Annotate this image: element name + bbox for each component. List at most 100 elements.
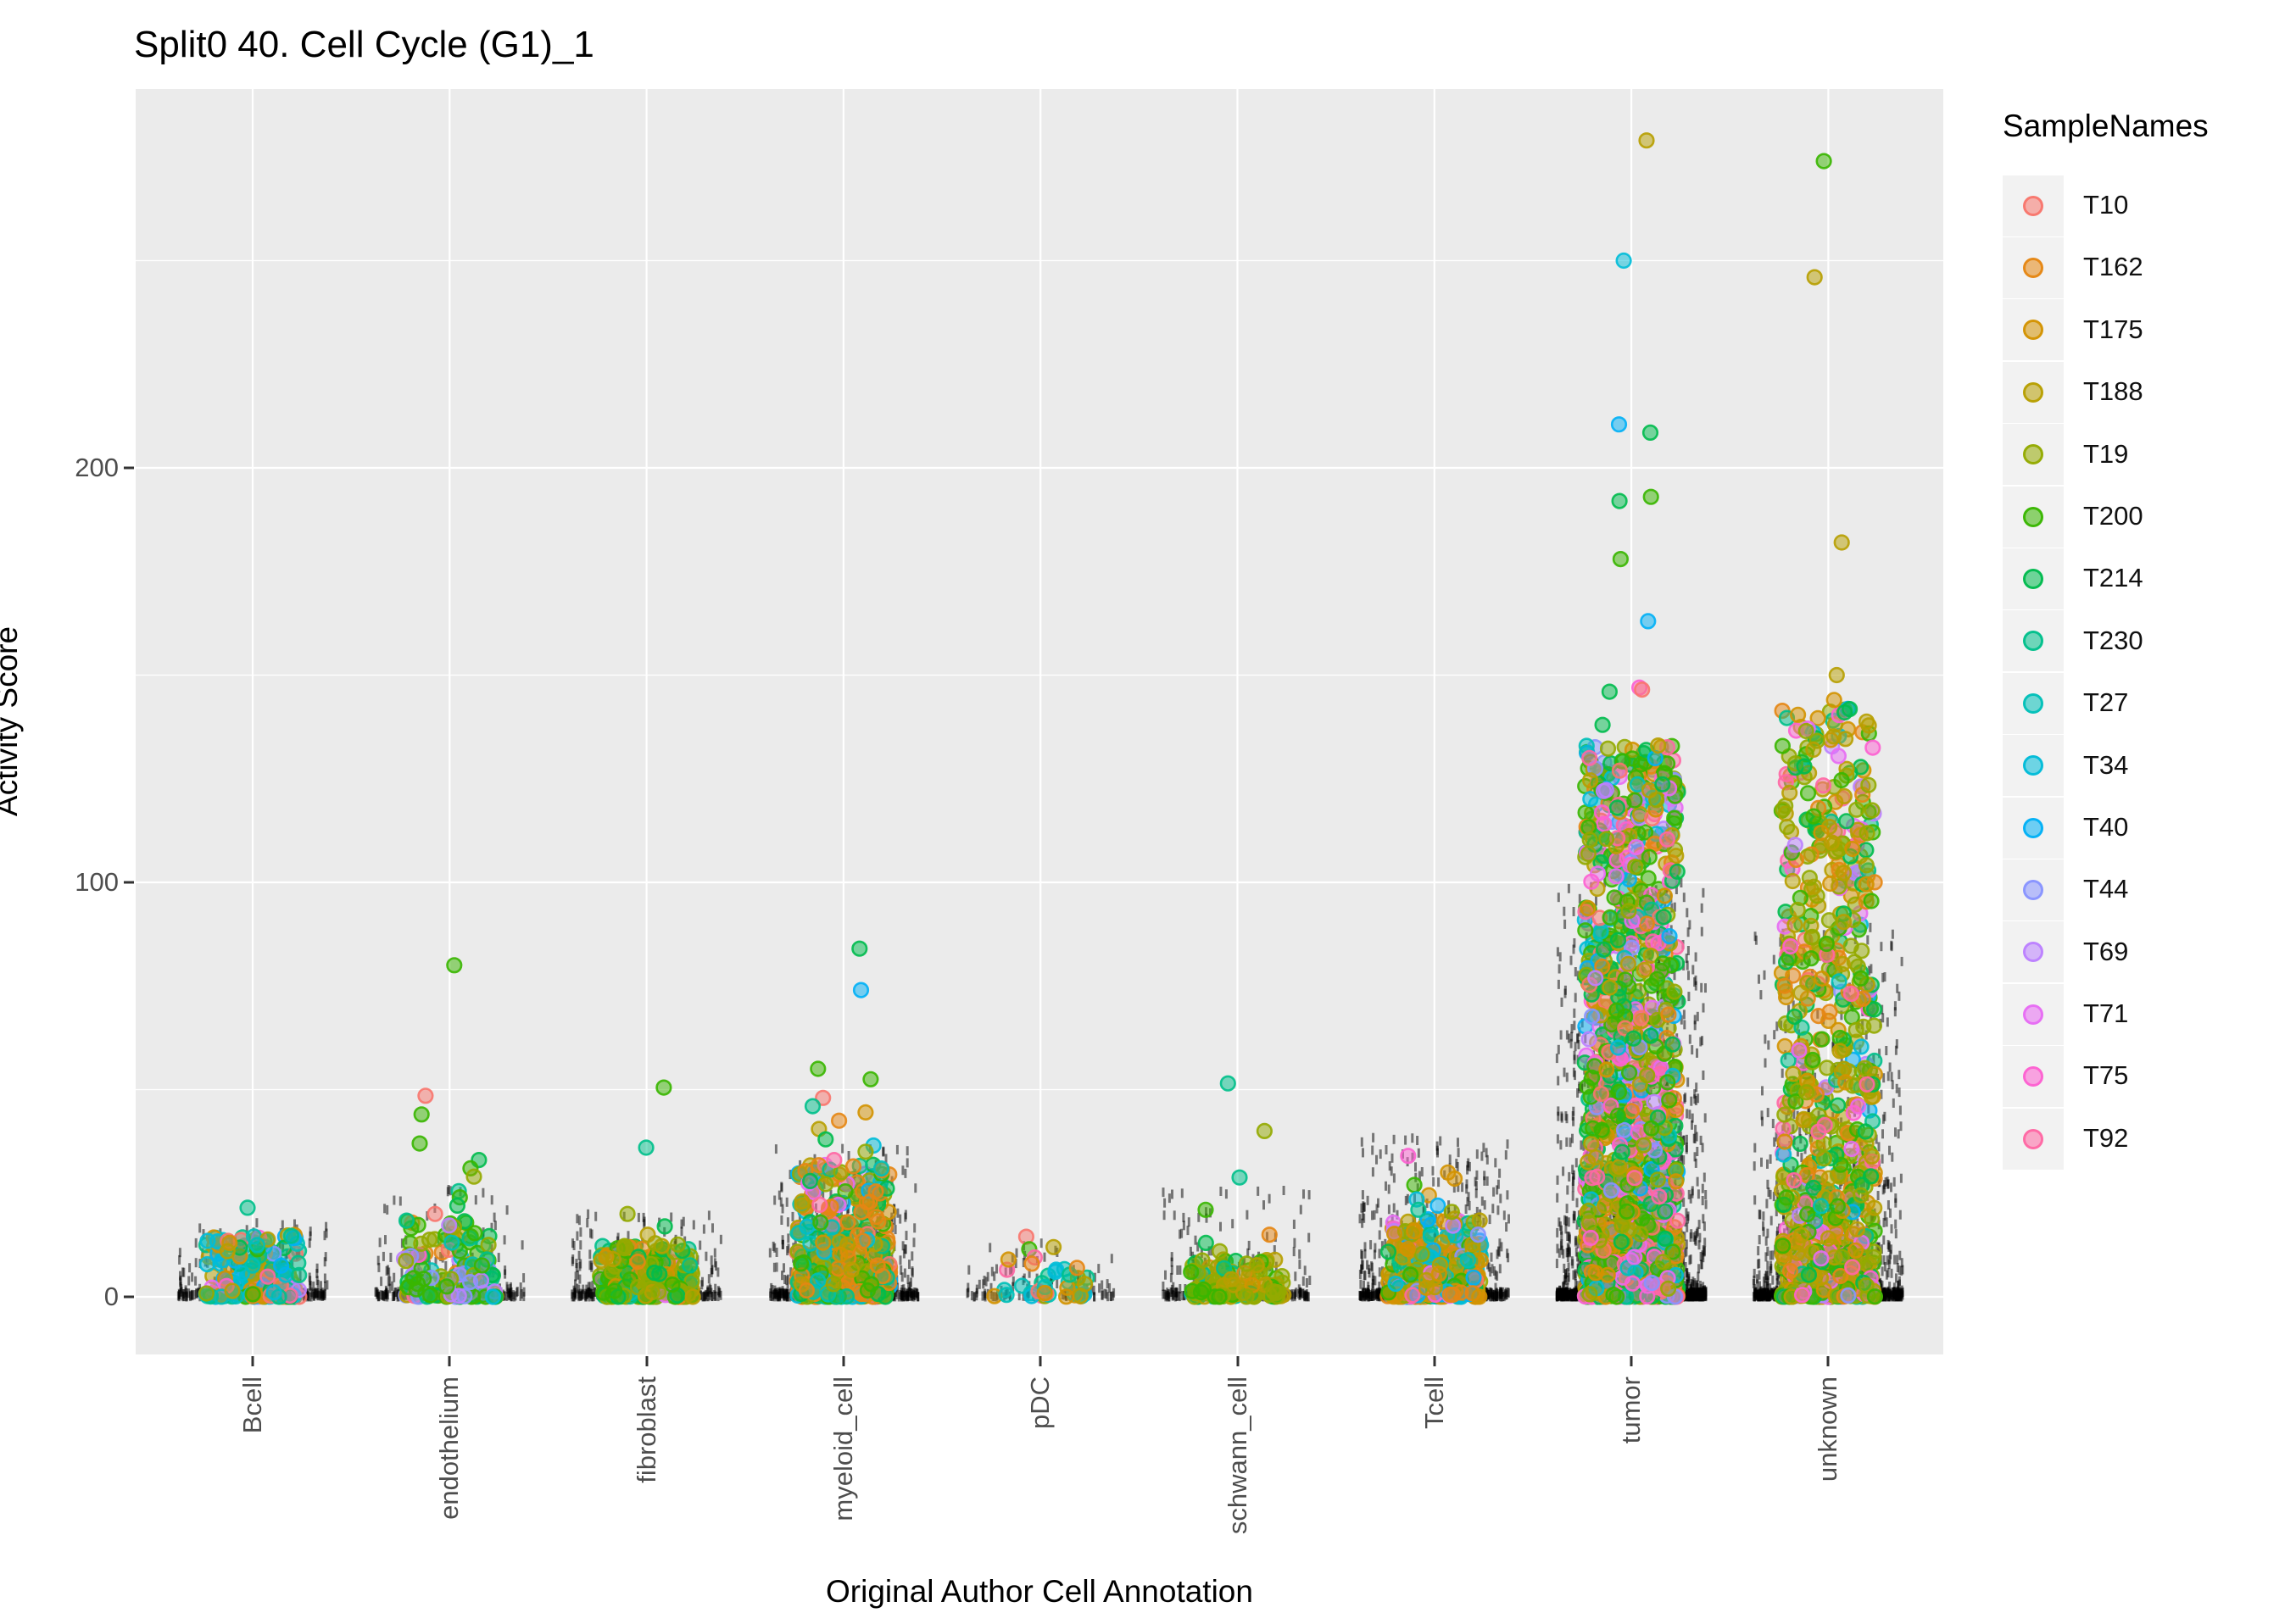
legend-sample-label: T40 xyxy=(2083,811,2129,842)
legend-sample-label: T69 xyxy=(2083,936,2129,966)
x-tick-mark xyxy=(1236,1356,1239,1366)
x-tick-mark xyxy=(645,1356,649,1366)
x-tick-label-endothelium: endothelium xyxy=(434,1377,465,1520)
legend-sample-dot-icon xyxy=(2023,942,2043,963)
legend-key-box xyxy=(2003,672,2064,734)
legend-item: T40 xyxy=(2003,797,2257,859)
legend-sample-label: T92 xyxy=(2083,1122,2129,1153)
plot-panel xyxy=(136,89,1943,1354)
legend-sample-label: T230 xyxy=(2083,625,2143,655)
x-tick-mark xyxy=(842,1356,845,1366)
jitter-points-Tcell xyxy=(1379,1148,1490,1305)
x-tick-mark xyxy=(1630,1356,1633,1366)
legend-item: T214 xyxy=(2003,548,2257,610)
legend-key-box xyxy=(2003,548,2064,610)
x-tick-label-fibroblast: fibroblast xyxy=(631,1377,661,1483)
legend-key-box xyxy=(2003,610,2064,672)
x-tick-label-Bcell: Bcell xyxy=(237,1377,267,1434)
y-tick-mark xyxy=(124,1295,134,1299)
legend-sample-label: T19 xyxy=(2083,438,2129,469)
legend-key-box xyxy=(2003,1108,2064,1170)
legend-item: T200 xyxy=(2003,486,2257,548)
legend-key-box xyxy=(2003,237,2064,299)
legend-sample-dot-icon xyxy=(2023,879,2043,900)
jitter-points-Bcell xyxy=(198,1199,308,1305)
x-tick-mark xyxy=(1039,1356,1042,1366)
legend-item: T230 xyxy=(2003,610,2257,672)
legend-item: T162 xyxy=(2003,236,2257,299)
legend-sample-dot-icon xyxy=(2023,1066,2043,1087)
legend-key-box xyxy=(2003,983,2064,1045)
y-axis-title: Activity Score xyxy=(0,626,24,817)
y-tick-mark xyxy=(124,466,134,470)
legend-key-box xyxy=(2003,299,2064,361)
legend-key-box xyxy=(2003,361,2064,423)
legend-sample-label: T27 xyxy=(2083,687,2129,718)
legend-key-box xyxy=(2003,175,2064,236)
legend-item: T19 xyxy=(2003,424,2257,486)
legend-sample-label: T214 xyxy=(2083,563,2143,593)
legend-sample-dot-icon xyxy=(2023,692,2043,714)
x-tick-label-Tcell: Tcell xyxy=(1418,1377,1449,1430)
legend-sample-label: T188 xyxy=(2083,376,2143,407)
legend-key-box xyxy=(2003,921,2064,983)
legend-key-box xyxy=(2003,486,2064,548)
legend-sample-dot-icon xyxy=(2023,195,2043,216)
x-tick-mark xyxy=(1826,1356,1830,1366)
legend-item: T27 xyxy=(2003,672,2257,734)
legend-sample-dot-icon xyxy=(2023,1004,2043,1025)
legend-sample-label: T10 xyxy=(2083,190,2129,220)
legend-item: T71 xyxy=(2003,983,2257,1045)
x-tick-label-tumor: tumor xyxy=(1616,1377,1647,1444)
x-tick-label-unknown: unknown xyxy=(1813,1377,1843,1482)
legend-sample-dot-icon xyxy=(2023,506,2043,527)
legend-sample-label: T175 xyxy=(2083,314,2143,344)
legend-sample-dot-icon xyxy=(2023,381,2043,403)
y-tick-label: 100 xyxy=(75,867,119,897)
legend-sample-label: T162 xyxy=(2083,252,2143,282)
legend-title: SampleNames xyxy=(2003,108,2209,143)
legend-item: T44 xyxy=(2003,859,2257,920)
legend-item: T69 xyxy=(2003,921,2257,983)
y-tick-label: 200 xyxy=(75,453,119,482)
jitter-points-unknown xyxy=(1773,153,1883,1305)
legend-sample-dot-icon xyxy=(2023,258,2043,279)
jitter-points-schwann_cell xyxy=(1183,1075,1292,1305)
legend-sample-dot-icon xyxy=(2023,1128,2043,1149)
legend: SampleNames T10 T162 T175 T188 T19 xyxy=(2003,108,2257,1170)
legend-sample-dot-icon xyxy=(2023,444,2043,465)
jitter-points-pDC xyxy=(986,1228,1095,1305)
legend-rows: T10 T162 T175 T188 T19 T200 T214 xyxy=(2003,175,2257,1170)
legend-sample-dot-icon xyxy=(2023,631,2043,652)
legend-item: T92 xyxy=(2003,1108,2257,1170)
legend-sample-dot-icon xyxy=(2023,817,2043,838)
jitter-points-endothelium xyxy=(395,957,504,1305)
legend-sample-label: T44 xyxy=(2083,874,2129,904)
legend-item: T75 xyxy=(2003,1045,2257,1108)
x-tick-label-myeloid_cell: myeloid_cell xyxy=(828,1377,858,1521)
y-tick-mark xyxy=(124,881,134,884)
chart-title: Split0 40. Cell Cycle (G1)_1 xyxy=(134,24,594,65)
legend-item: T34 xyxy=(2003,735,2257,797)
legend-key-box xyxy=(2003,735,2064,797)
legend-key-box xyxy=(2003,797,2064,859)
y-tick-label: 0 xyxy=(103,1282,119,1311)
legend-sample-label: T75 xyxy=(2083,1060,2129,1091)
jitter-points-myeloid_cell xyxy=(789,940,899,1305)
legend-sample-label: T34 xyxy=(2083,749,2129,780)
legend-sample-label: T200 xyxy=(2083,500,2143,531)
x-axis-title: Original Author Cell Annotation xyxy=(826,1574,1253,1609)
jitter-points-tumor xyxy=(1576,132,1686,1305)
legend-item: T10 xyxy=(2003,175,2257,236)
legend-sample-dot-icon xyxy=(2023,755,2043,776)
legend-sample-label: T71 xyxy=(2083,998,2129,1029)
legend-sample-dot-icon xyxy=(2023,569,2043,590)
legend-item: T175 xyxy=(2003,299,2257,361)
legend-key-box xyxy=(2003,859,2064,920)
x-tick-mark xyxy=(1433,1356,1436,1366)
legend-sample-dot-icon xyxy=(2023,320,2043,341)
x-tick-label-pDC: pDC xyxy=(1025,1377,1056,1430)
x-tick-mark xyxy=(251,1356,254,1366)
legend-key-box xyxy=(2003,424,2064,486)
